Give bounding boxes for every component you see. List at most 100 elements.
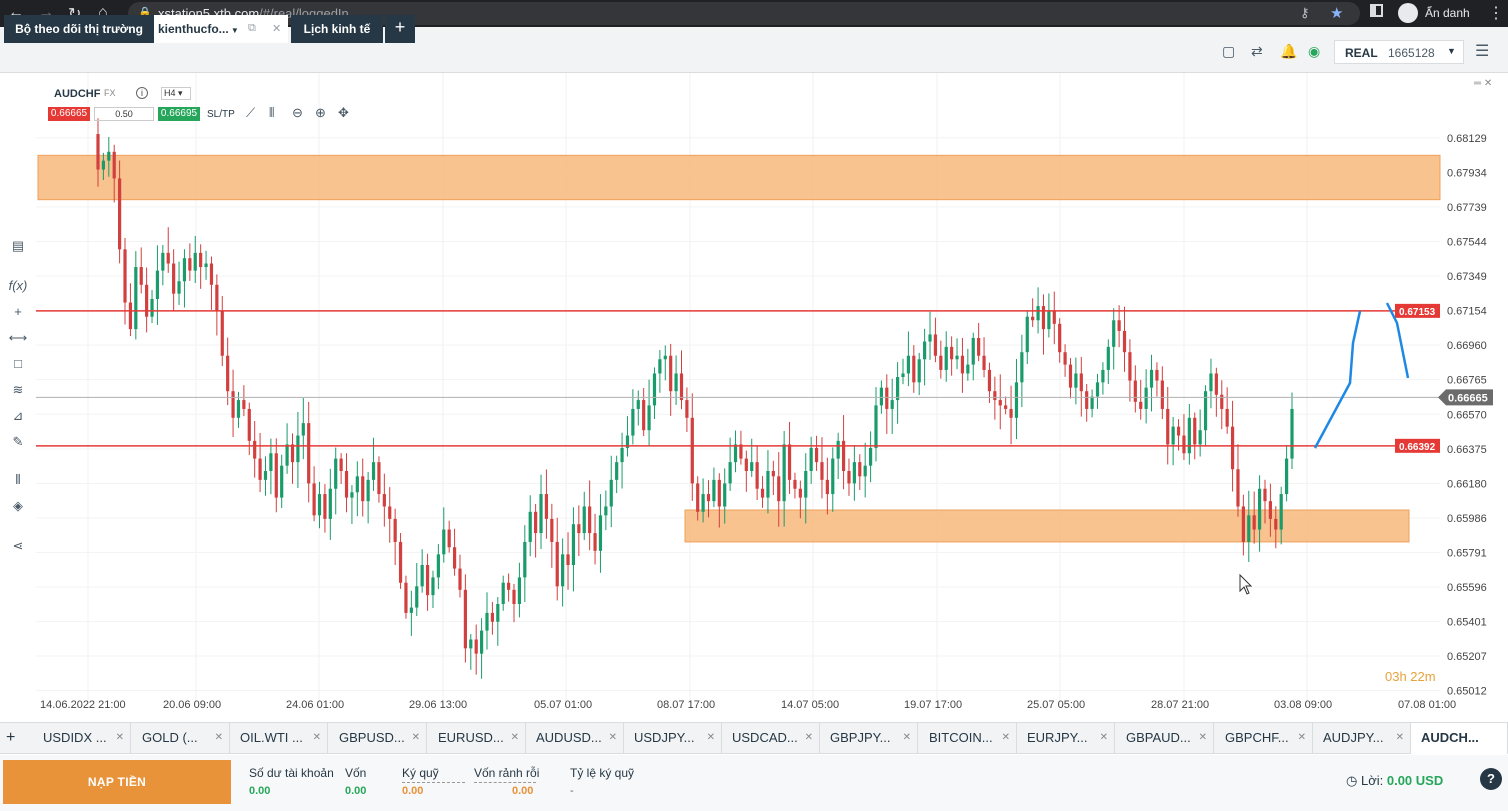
add-tab-button[interactable]: +: [385, 15, 415, 43]
info-icon[interactable]: i: [136, 87, 148, 99]
candle-body: [220, 311, 224, 356]
close-tab-icon[interactable]: ✕: [272, 23, 282, 35]
candle-body: [642, 400, 646, 431]
candle-body: [425, 564, 430, 596]
help-button[interactable]: ?: [1480, 768, 1502, 790]
key-icon[interactable]: ⚷: [1300, 5, 1310, 20]
crosshair-icon[interactable]: +: [14, 304, 22, 319]
candle-body: [1112, 320, 1116, 347]
move-icon[interactable]: ✥: [338, 105, 349, 120]
projection-line-up[interactable]: [1313, 310, 1362, 449]
home-icon[interactable]: ⌂: [98, 4, 108, 21]
popout-icon[interactable]: ⧉: [248, 22, 256, 34]
rectangle-tool-icon[interactable]: □: [14, 356, 22, 371]
chart-type-icon[interactable]: ▤: [11, 238, 25, 253]
instrument-tab[interactable]: AUDJPY... ✕: [1313, 723, 1411, 754]
close-tab-icon[interactable]: ✕: [1198, 732, 1207, 743]
candle-body: [706, 494, 711, 502]
layers-icon[interactable]: ◈: [13, 498, 23, 513]
candles-icon[interactable]: ⫴: [269, 105, 275, 120]
instrument-tab[interactable]: GBPUSD... ✕: [329, 723, 427, 754]
instrument-tab[interactable]: GOLD (... ✕: [132, 723, 230, 754]
candle-body: [474, 639, 478, 654]
close-tab-icon[interactable]: ✕: [1099, 732, 1108, 743]
instrument-tab[interactable]: USDJPY... ✕: [624, 723, 722, 754]
instrument-tab[interactable]: AUDUSD... ✕: [526, 723, 624, 754]
share-icon[interactable]: ⋖: [12, 538, 24, 553]
candle-body: [501, 582, 505, 605]
support-resistance-zone[interactable]: [684, 509, 1410, 543]
bell-icon[interactable]: 🔔: [1280, 43, 1298, 59]
candle-body: [1052, 311, 1056, 324]
candle-body: [966, 364, 970, 374]
instrument-tab[interactable]: OIL.WTI ... ✕: [230, 723, 328, 754]
price-chart[interactable]: 0.68129 0.67934 0.67739 0.67544 0.67349 0.671…: [0, 73, 1508, 720]
close-tab-icon[interactable]: ✕: [1001, 732, 1010, 743]
browser-menu-icon[interactable]: ⋮: [1488, 5, 1504, 22]
close-tab-icon[interactable]: ✕: [510, 732, 519, 743]
candle-body: [328, 488, 332, 519]
timeframe-select[interactable]: H4 ▾: [161, 87, 191, 100]
candle-body: [285, 444, 289, 466]
instrument-tab[interactable]: GBPJPY... ✕: [820, 723, 918, 754]
support-resistance-zone[interactable]: [37, 154, 1441, 201]
account-selector[interactable]: REAL 1665128 ▼: [1334, 40, 1464, 64]
measure-icon[interactable]: ⊿: [12, 408, 24, 423]
candle-body: [593, 533, 597, 551]
account-bar: NẠP TIỀN Số dư tài khoản 0.00 Vốn 0.00 K…: [0, 755, 1508, 811]
tab-market-watch[interactable]: Bộ theo dõi thị trường: [4, 15, 154, 43]
zoom-out-icon[interactable]: ⊖: [292, 105, 303, 120]
instrument-tab[interactable]: EURJPY... ✕: [1017, 723, 1115, 754]
instrument-tab[interactable]: USDCAD... ✕: [722, 723, 820, 754]
fibonacci-icon[interactable]: ≋: [12, 382, 24, 397]
side-panel-icon[interactable]: [1370, 4, 1383, 17]
close-tab-icon[interactable]: ✕: [804, 732, 813, 743]
instrument-tab-label: USDJPY...: [634, 730, 695, 745]
candle-body: [442, 529, 446, 555]
symbol-label[interactable]: AUDCHF: [54, 88, 101, 100]
sltp-button[interactable]: SL/TP: [207, 109, 235, 120]
browser-toolbar: ← → ↻ ⌂ 🔒 xstation5.xtb.com/#/real/logge…: [0, 0, 1508, 27]
tab-kienthucfo[interactable]: kienthucfo... ▼ ⧉ ✕: [154, 15, 288, 43]
close-tab-icon[interactable]: ✕: [902, 732, 911, 743]
close-tab-icon[interactable]: ✕: [1395, 732, 1404, 743]
volume-input[interactable]: 0.50: [94, 107, 154, 121]
zoom-in-icon[interactable]: ⊕: [315, 105, 326, 120]
candle-body: [874, 405, 878, 448]
instrument-tab[interactable]: BITCOIN... ✕: [919, 723, 1017, 754]
close-tab-icon[interactable]: ✕: [214, 732, 223, 743]
instrument-tab[interactable]: GBPCHF... ✕: [1215, 723, 1313, 754]
candle-body: [787, 444, 792, 480]
close-tab-icon[interactable]: ✕: [706, 732, 715, 743]
chart-area[interactable]: 0.68129 0.67934 0.67739 0.67544 0.67349 0.671…: [0, 73, 1508, 720]
close-tab-icon[interactable]: ✕: [1297, 732, 1306, 743]
close-tab-icon[interactable]: ✕: [115, 732, 124, 743]
indicator-icon[interactable]: f(x): [8, 278, 28, 293]
add-instrument-button[interactable]: +: [6, 729, 16, 746]
close-tab-icon[interactable]: ✕: [312, 732, 321, 743]
deposit-button[interactable]: NẠP TIỀN: [3, 760, 231, 804]
line-tool-icon[interactable]: ⟷: [8, 330, 28, 345]
sell-button[interactable]: 0.66665: [48, 107, 90, 121]
candle-body: [1171, 426, 1175, 445]
close-tab-icon[interactable]: ✕: [608, 732, 617, 743]
incognito-avatar-icon[interactable]: [1398, 3, 1418, 23]
candle-body: [750, 462, 754, 472]
pencil-icon[interactable]: ✎: [12, 434, 24, 449]
layout-icon[interactable]: ▢: [1222, 43, 1236, 59]
buy-button[interactable]: 0.66695: [158, 107, 200, 121]
instrument-tab[interactable]: EURUSD... ✕: [428, 723, 526, 754]
instrument-tab[interactable]: GBPAUD... ✕: [1116, 723, 1214, 754]
bookmark-star-icon[interactable]: ★: [1330, 5, 1344, 22]
instrument-tab[interactable]: USDIDX ... ✕: [33, 723, 131, 754]
magnet-icon[interactable]: ⦀: [15, 472, 21, 487]
hamburger-menu-icon[interactable]: ☰: [1475, 43, 1490, 60]
instrument-tab[interactable]: AUDCH...: [1411, 723, 1508, 754]
panel-controls-icon[interactable]: ═ ✕: [1474, 78, 1493, 89]
line-chart-icon[interactable]: ⟋: [246, 105, 256, 120]
close-tab-icon[interactable]: ✕: [411, 732, 420, 743]
profile-label[interactable]: Ẩn danh: [1425, 6, 1470, 20]
projection-line-down[interactable]: [1385, 302, 1410, 379]
transfer-icon[interactable]: ⇄: [1251, 43, 1263, 59]
tab-economic-calendar[interactable]: Lịch kinh tế: [291, 15, 383, 43]
